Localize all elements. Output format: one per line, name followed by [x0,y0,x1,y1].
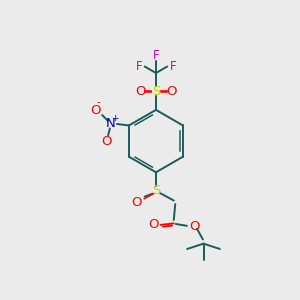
Text: F: F [153,49,159,62]
Text: O: O [101,135,112,148]
Text: F: F [135,60,142,73]
Text: N: N [106,118,116,130]
Text: F: F [170,60,176,73]
Text: +: + [111,114,118,123]
Text: O: O [189,220,200,233]
Text: O: O [135,85,146,98]
Text: O: O [90,103,101,116]
Text: -: - [96,98,100,108]
Text: S: S [152,184,160,197]
Text: S: S [152,85,160,98]
Text: O: O [166,85,177,98]
Text: O: O [148,218,159,231]
Text: O: O [132,196,142,209]
